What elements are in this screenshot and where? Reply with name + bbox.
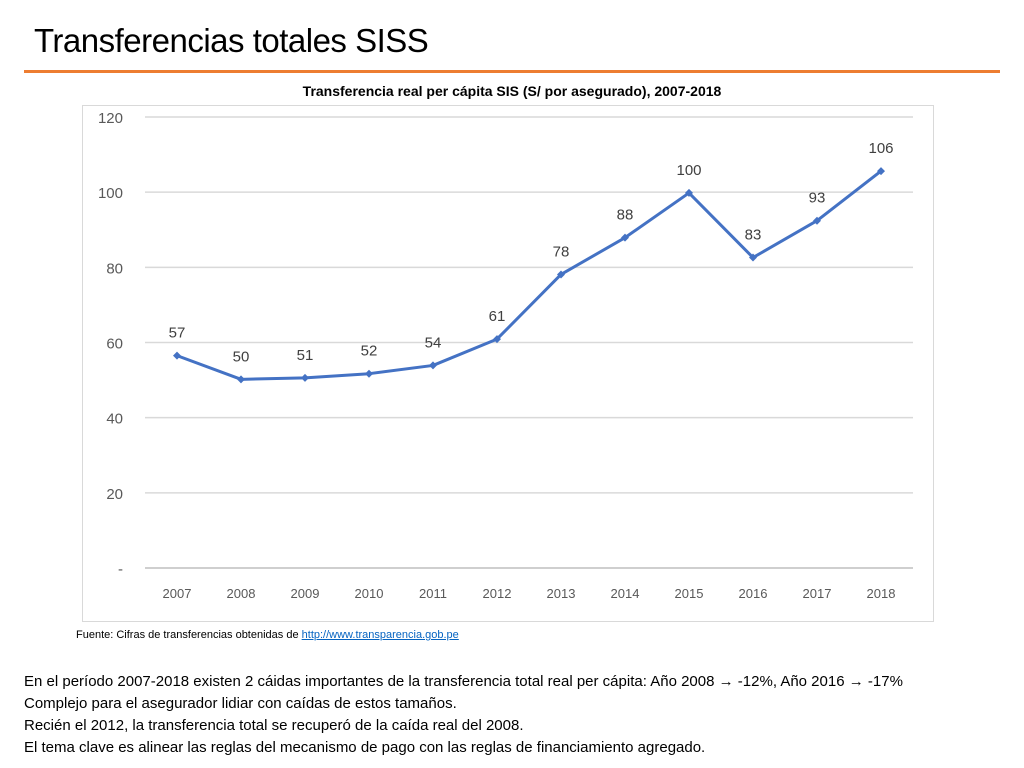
source-prefix: Fuente: Cifras de transferencias obtenid…: [76, 629, 302, 641]
y-tick-label: 20: [106, 486, 123, 503]
x-tick-label: 2011: [419, 586, 447, 601]
notes: En el período 2007-2018 existen 2 cáidas…: [24, 671, 1004, 759]
note-line-3: Recién el 2012, la transferencia total s…: [24, 717, 524, 734]
data-point: [685, 188, 693, 197]
y-tick-label: 120: [98, 110, 123, 127]
data-label: 61: [489, 308, 506, 325]
data-point: [813, 216, 821, 225]
note-line-2: Complejo para el asegurador lidiar con c…: [24, 695, 457, 712]
data-point: [621, 233, 629, 242]
data-label: 88: [617, 207, 634, 224]
note-line-1: En el período 2007-2018 existen 2 cáidas…: [24, 671, 1004, 693]
data-point: [173, 351, 181, 360]
data-label: 100: [676, 162, 701, 179]
source-note: Fuente: Cifras de transferencias obtenid…: [76, 629, 459, 641]
data-point: [237, 375, 245, 384]
chart-frame: [82, 105, 934, 622]
data-point: [429, 361, 437, 370]
data-point: [365, 369, 373, 378]
note-line-4: El tema clave es alinear las reglas del …: [24, 739, 706, 756]
note-1-text-a: En el período 2007-2018 existen 2 cáidas…: [24, 673, 715, 690]
data-point: [301, 373, 309, 382]
data-label: 106: [868, 140, 893, 157]
data-label: 57: [169, 325, 186, 342]
series-line: [175, 169, 883, 381]
x-tick-label: 2014: [611, 586, 640, 601]
data-point: [749, 253, 757, 262]
slide-title: Transferencias totales SISS: [34, 22, 429, 59]
data-label: 51: [297, 347, 314, 364]
x-tick-label: 2015: [675, 586, 704, 601]
source-link[interactable]: http://www.transparencia.gob.pe: [301, 629, 459, 641]
x-tick-label: 2013: [547, 586, 576, 601]
data-label: 52: [361, 343, 378, 360]
right-arrow-icon: →: [848, 673, 864, 690]
y-tick-label: 80: [106, 260, 123, 277]
y-tick-label: 100: [98, 185, 123, 202]
x-tick-label: 2010: [355, 586, 384, 601]
title-underline: [24, 70, 1000, 73]
note-1-text-b: -12%, Año 2016: [737, 673, 845, 690]
data-label: 83: [745, 227, 762, 244]
x-tick-label: 2018: [867, 586, 896, 601]
data-label: 78: [553, 243, 570, 260]
x-tick-label: 2017: [803, 586, 832, 601]
data-label: 50: [233, 348, 250, 365]
data-point: [493, 335, 501, 344]
x-tick-label: 2008: [227, 586, 256, 601]
y-tick-label: 40: [106, 411, 123, 428]
y-tick-label: -: [118, 561, 123, 578]
right-arrow-icon: →: [718, 673, 734, 690]
data-point: [877, 167, 885, 176]
x-tick-label: 2016: [739, 586, 768, 601]
x-tick-label: 2009: [291, 586, 320, 601]
data-point: [557, 270, 565, 279]
x-tick-label: 2007: [163, 586, 192, 601]
y-tick-label: 60: [106, 336, 123, 353]
data-label: 93: [809, 190, 826, 207]
note-1-text-c: -17%: [867, 673, 903, 690]
data-label: 54: [425, 334, 442, 351]
chart-title: Transferencia real per cápita SIS (S/ po…: [302, 83, 722, 99]
x-tick-label: 2012: [483, 586, 512, 601]
